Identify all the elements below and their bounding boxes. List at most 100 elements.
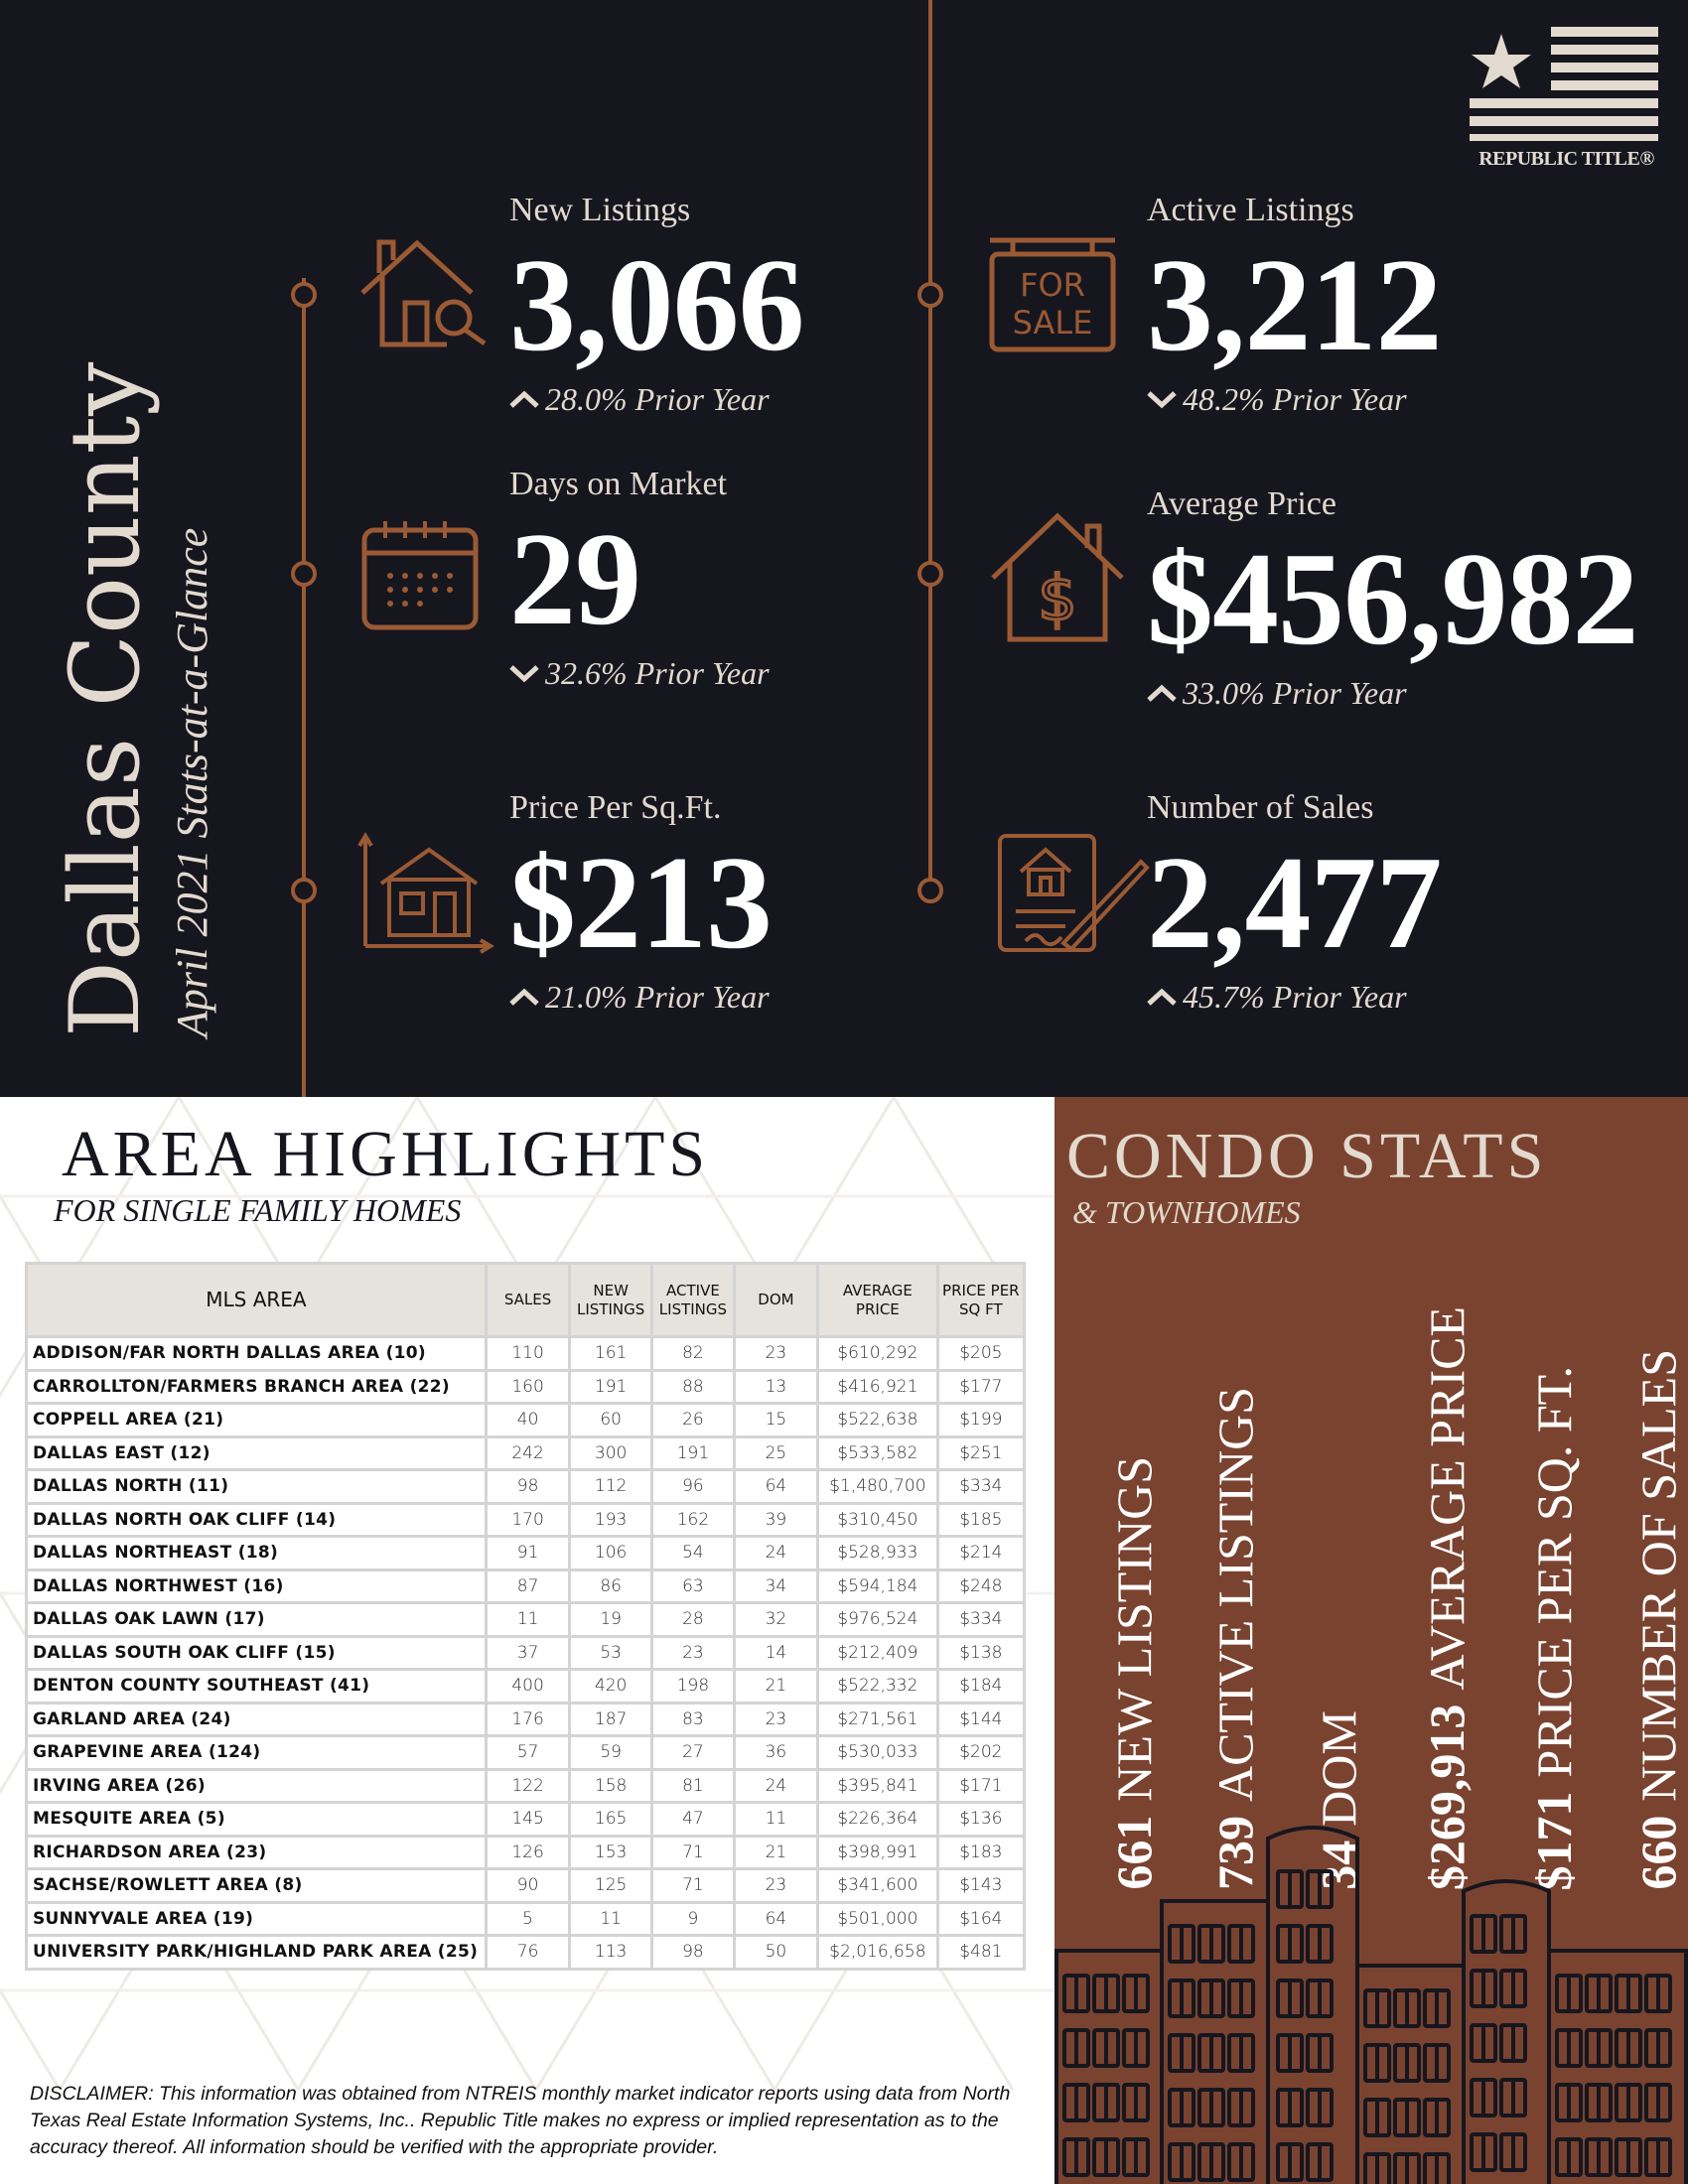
timeline-dot	[291, 282, 317, 308]
value-cell: $481	[935, 1934, 1027, 1971]
area-name-cell: DALLAS NORTHEAST (18)	[25, 1535, 488, 1571]
value-cell: 71	[650, 1834, 736, 1870]
republic-title-logo: REPUBLIC TITLE®	[1460, 22, 1673, 171]
value-cell: 32	[732, 1601, 820, 1638]
svg-text:$: $	[1038, 562, 1076, 634]
value-cell: $610,292	[816, 1335, 939, 1372]
column-header: PRICE PER SQ FT	[935, 1262, 1027, 1338]
stat-value: 29	[509, 505, 641, 652]
value-cell: $184	[935, 1668, 1027, 1705]
value-cell: 160	[484, 1368, 572, 1405]
value-cell: 57	[484, 1734, 572, 1771]
value-cell: $226,364	[816, 1801, 939, 1838]
value-cell: 242	[484, 1434, 572, 1471]
area-name-cell: MESQUITE AREA (5)	[25, 1801, 488, 1838]
stat-label: Active Listings	[1147, 192, 1354, 228]
timeline-dot	[917, 282, 943, 308]
value-cell: 59	[568, 1734, 654, 1771]
timeline-line-left	[302, 278, 306, 1097]
value-cell: 47	[650, 1801, 736, 1838]
stat-label: New Listings	[509, 192, 691, 228]
stat-value: 3,066	[509, 231, 804, 378]
value-cell: $398,991	[816, 1834, 939, 1870]
value-cell: 420	[568, 1668, 654, 1705]
value-cell: 400	[484, 1668, 572, 1705]
value-cell: $395,841	[816, 1767, 939, 1804]
stat-change: 32.6% Prior Year	[509, 653, 770, 693]
value-cell: $177	[935, 1368, 1027, 1405]
condo-stat-label: NEW LISTINGS	[1106, 1456, 1162, 1802]
value-cell: 300	[568, 1434, 654, 1471]
value-cell: $144	[935, 1701, 1027, 1737]
column-header: MLS AREA	[25, 1262, 488, 1338]
buildings-illustration	[1055, 1826, 1688, 2184]
stat-new-listings: New Listings 3,066 28.0% Prior Year	[509, 191, 804, 419]
value-cell: 161	[568, 1335, 654, 1372]
stat-value: 2,477	[1147, 829, 1442, 976]
value-cell: $185	[935, 1501, 1027, 1538]
value-cell: 23	[732, 1335, 820, 1372]
report-subtitle: April 2021 Stats-at-a-Glance	[168, 527, 216, 1037]
value-cell: 82	[650, 1335, 736, 1372]
table-row: RICHARDSON AREA (23) 126 153 71 21 $398,991 $1…	[25, 1834, 1027, 1870]
area-name-cell: COPPELL AREA (21)	[25, 1402, 488, 1438]
value-cell: 53	[568, 1634, 654, 1671]
value-cell: 27	[650, 1734, 736, 1771]
value-cell: 64	[732, 1900, 820, 1937]
value-cell: 28	[650, 1601, 736, 1638]
value-cell: 98	[484, 1468, 572, 1505]
contract-sign-icon	[998, 834, 1150, 952]
value-cell: 76	[484, 1934, 572, 1971]
value-cell: $138	[935, 1634, 1027, 1671]
stat-change: 48.2% Prior Year	[1147, 379, 1442, 419]
value-cell: 23	[650, 1634, 736, 1671]
value-cell: 86	[568, 1568, 654, 1604]
value-cell: $341,600	[816, 1867, 939, 1904]
chevron-up-icon	[509, 988, 539, 1006]
value-cell: 9	[650, 1900, 736, 1937]
column-header: ACTIVE LISTINGS	[650, 1262, 736, 1338]
stat-label: Number of Sales	[1147, 789, 1374, 826]
stat-number-of-sales: Number of Sales 2,477 45.7% Prior Year	[1147, 788, 1442, 1017]
timeline-dot	[291, 878, 317, 903]
table-row: CARROLLTON/FARMERS BRANCH AREA (22) 160 19…	[25, 1368, 1027, 1405]
chevron-up-icon	[1147, 684, 1177, 702]
house-dollar-icon: $	[991, 512, 1124, 642]
chevron-down-icon	[509, 665, 539, 683]
value-cell: 40	[484, 1402, 572, 1438]
change-text: 28.0% Prior Year	[545, 381, 770, 417]
change-text: 21.0% Prior Year	[545, 979, 770, 1015]
value-cell: 91	[484, 1535, 572, 1571]
area-name-cell: ADDISON/FAR NORTH DALLAS AREA (10)	[25, 1335, 488, 1372]
disclaimer: DISCLAIMER: This information was obtaine…	[30, 2083, 1011, 2158]
condo-stat: 739ACTIVE LISTINGS	[1205, 1387, 1265, 1890]
table-row: DENTON COUNTY SOUTHEAST (41) 400 420 198 21 $…	[25, 1668, 1027, 1705]
column-header: SALES	[484, 1262, 572, 1338]
value-cell: 34	[732, 1568, 820, 1604]
condo-stats-subtitle: & TOWNHOMES	[1072, 1194, 1301, 1230]
value-cell: $416,921	[816, 1368, 939, 1405]
value-cell: 26	[650, 1402, 736, 1438]
value-cell: $522,638	[816, 1402, 939, 1438]
area-name-cell: RICHARDSON AREA (23)	[25, 1834, 488, 1870]
condo-stat: $269,913AVERAGE PRICE	[1417, 1306, 1477, 1890]
value-cell: $522,332	[816, 1668, 939, 1705]
timeline-dot	[917, 561, 943, 587]
stat-average-price: Average Price $456,982 33.0% Prior Year	[1147, 484, 1638, 713]
value-cell: 153	[568, 1834, 654, 1870]
value-cell: 24	[732, 1767, 820, 1804]
timeline-dot	[291, 561, 317, 587]
area-name-cell: DALLAS SOUTH OAK CLIFF (15)	[25, 1634, 488, 1671]
house-measure-icon	[357, 832, 494, 954]
area-highlights-subtitle: FOR SINGLE FAMILY HOMES	[54, 1192, 462, 1228]
stat-label: Price Per Sq.Ft.	[509, 789, 722, 826]
stat-days-on-market: Days on Market 29 32.6% Prior Year	[509, 465, 770, 693]
value-cell: $2,016,658	[816, 1934, 939, 1971]
table-row: COPPELL AREA (21) 40 60 26 15 $522,638 $199	[25, 1402, 1027, 1438]
value-cell: 11	[484, 1601, 572, 1638]
value-cell: 96	[650, 1468, 736, 1505]
area-name-cell: SACHSE/ROWLETT AREA (8)	[25, 1867, 488, 1904]
value-cell: 145	[484, 1801, 572, 1838]
condo-stat-label: DOM	[1311, 1710, 1366, 1827]
value-cell: $199	[935, 1402, 1027, 1438]
